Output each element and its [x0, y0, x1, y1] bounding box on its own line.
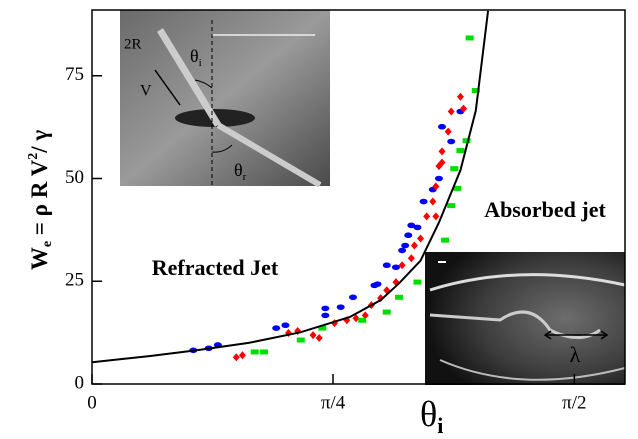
point: [462, 138, 471, 144]
inset-label: θr: [234, 160, 247, 182]
point: [382, 309, 391, 315]
point: [232, 353, 240, 362]
point: [238, 351, 246, 360]
point: [413, 279, 422, 285]
point: [456, 148, 465, 154]
point: [460, 104, 468, 113]
point: [309, 331, 317, 340]
point: [432, 182, 440, 191]
annotation: Refracted Jet: [152, 255, 279, 280]
point: [407, 254, 415, 263]
point: [456, 92, 464, 101]
point: [315, 333, 323, 342]
point: [419, 198, 428, 205]
point: [348, 294, 357, 301]
point: [318, 325, 327, 331]
x-tick-label: π/4: [321, 392, 346, 413]
point: [391, 264, 400, 271]
point: [438, 123, 447, 130]
point: [373, 281, 382, 287]
point: [453, 185, 462, 191]
point: [438, 158, 446, 167]
inset-photo-absorption: λ: [425, 252, 626, 385]
point: [250, 349, 259, 355]
y-axis-label: We = ρ R V2/ γ: [26, 130, 55, 271]
point: [423, 212, 431, 221]
x-tick-label: 0: [87, 392, 97, 413]
point: [447, 107, 455, 116]
inset-photo-refraction: 2R V θi θr: [120, 10, 330, 188]
point: [413, 224, 422, 231]
point: [398, 247, 407, 254]
point: [438, 147, 446, 156]
point: [259, 349, 268, 355]
point: [450, 166, 459, 172]
point: [417, 234, 425, 243]
inset-label: θi: [190, 46, 202, 68]
point: [444, 127, 452, 136]
inset-label: 2R: [124, 36, 142, 52]
curve: [92, 10, 490, 364]
point: [321, 312, 330, 319]
point: [281, 322, 290, 329]
point: [471, 88, 480, 94]
y-tick-label: 50: [65, 167, 84, 188]
annotation: Absorbed jet: [484, 197, 606, 222]
point: [395, 294, 404, 300]
point: [465, 35, 474, 41]
point: [401, 242, 410, 249]
plot-area: [92, 10, 490, 364]
point: [361, 311, 369, 320]
inset-label: λ: [570, 342, 581, 367]
point: [352, 314, 360, 323]
point: [336, 304, 345, 310]
point: [321, 305, 330, 312]
y-tick-label: 75: [65, 64, 84, 85]
y-tick-label: 25: [65, 270, 84, 291]
point: [407, 222, 416, 229]
x-tick-label: π/2: [562, 392, 586, 413]
point: [382, 262, 391, 269]
point: [410, 241, 418, 250]
point: [296, 337, 305, 343]
y-tick-label: 0: [75, 372, 85, 393]
point: [434, 175, 443, 182]
point: [398, 261, 406, 270]
point: [447, 203, 456, 209]
point: [447, 138, 456, 145]
point: [404, 232, 413, 239]
inset-label: V: [140, 83, 152, 100]
x-axis-label: θi: [420, 394, 443, 438]
plot-frame: [91, 9, 626, 385]
point: [272, 325, 281, 331]
point: [432, 212, 440, 221]
point: [358, 317, 367, 323]
point: [441, 237, 450, 243]
point: [429, 197, 437, 206]
